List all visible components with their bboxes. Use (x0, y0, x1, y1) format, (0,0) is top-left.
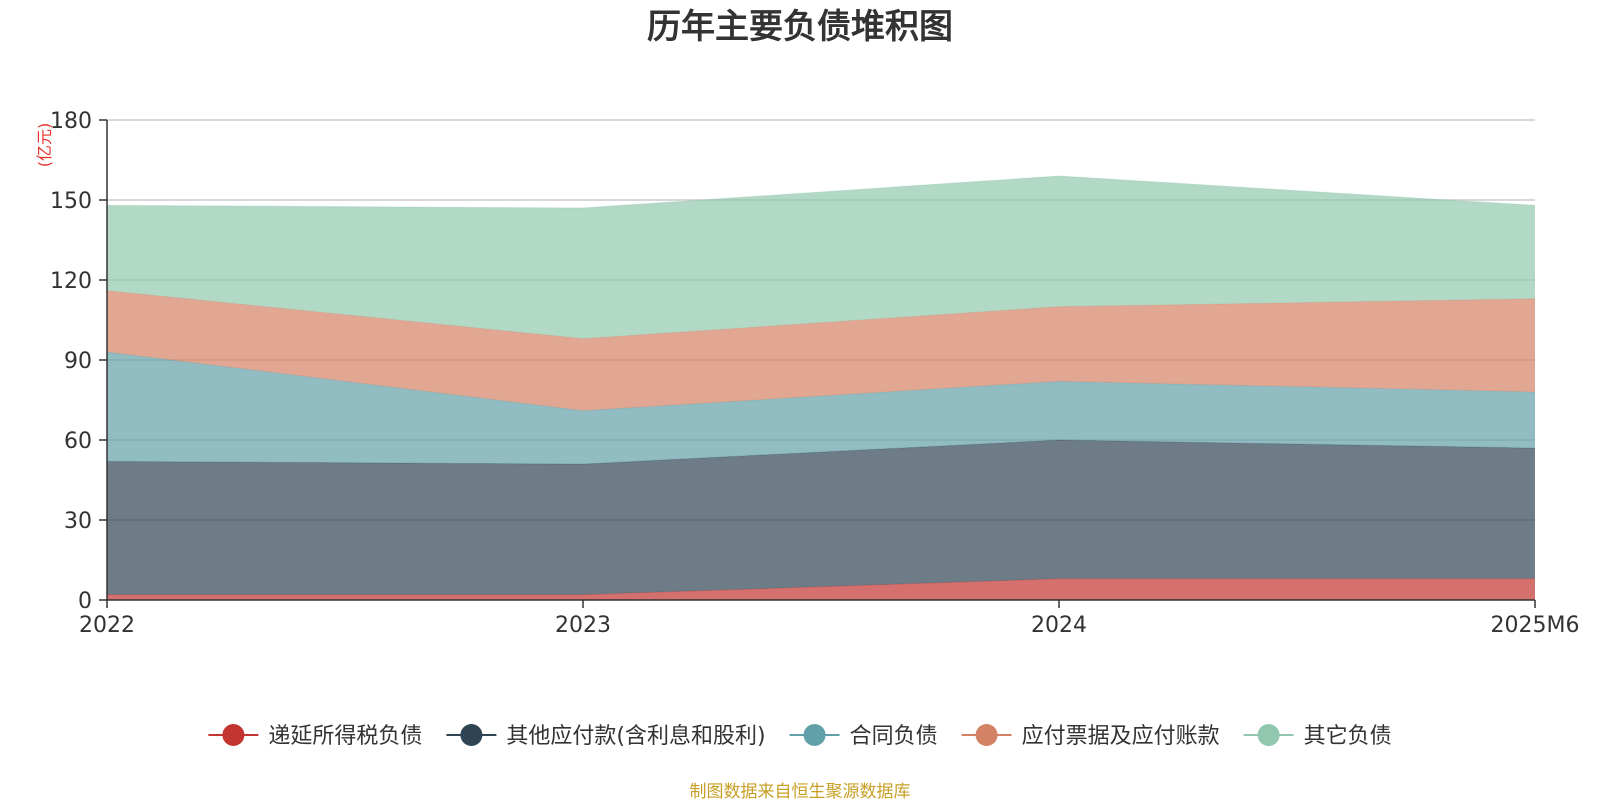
legend-item-4[interactable]: 应付票据及应付账款 (961, 724, 1220, 749)
x-tick-label-2025M6: 2025M6 (1491, 613, 1580, 638)
legend-dot-marker (222, 724, 245, 746)
source-note: 制图数据来自恒生聚源数据库 (690, 782, 911, 800)
area-series (106, 175, 1536, 600)
area-edge-series-5 (106, 175, 1536, 209)
legend-dot-marker (975, 724, 998, 746)
legend-label: 其它负债 (1304, 724, 1392, 749)
x-tick-label-2023: 2023 (555, 613, 611, 638)
area-series-5 (107, 176, 1535, 339)
legend-dot-marker (803, 724, 826, 746)
y-axis-unit: (亿元) (35, 123, 54, 168)
y-tick-label-180: 180 (50, 109, 92, 134)
legend-label: 递延所得税负债 (268, 724, 422, 749)
legend-item-5[interactable]: 其它负债 (1243, 724, 1392, 749)
legend-label: 其他应付款(含利息和股利) (506, 724, 765, 749)
legend-item-1[interactable]: 递延所得税负债 (208, 724, 422, 749)
legend-dot-marker (1257, 724, 1280, 746)
y-tick-label-120: 120 (50, 269, 92, 294)
x-tick-label-2024: 2024 (1031, 613, 1087, 638)
y-tick-label-90: 90 (64, 349, 92, 374)
legend: 递延所得税负债 其他应付款(含利息和股利) 合同负债 应付票据及应付账款 其它负债 (208, 724, 1392, 749)
legend-item-2[interactable]: 其他应付款(含利息和股利) (446, 724, 766, 749)
y-tick-label-150: 150 (50, 189, 92, 214)
area-series-2 (107, 440, 1535, 595)
y-tick-label-0: 0 (78, 589, 92, 614)
legend-label: 合同负债 (850, 724, 938, 749)
area-series-3 (107, 352, 1535, 464)
x-tick-label-2022: 2022 (79, 613, 135, 638)
axes: 0 30 60 90 120 150 180 2022 2023 2024 2025M6 (50, 109, 1579, 638)
area-edge-series-1 (107, 578, 1535, 596)
area-edge-series-4 (106, 290, 1536, 340)
legend-label: 应付票据及应付账款 (1022, 724, 1220, 749)
chart-title: 历年主要负债堆积图 (647, 7, 953, 47)
area-series-4 (107, 290, 1535, 411)
legend-item-3[interactable]: 合同负债 (789, 724, 938, 749)
legend-dot-marker (460, 724, 483, 746)
y-tick-label-30: 30 (64, 509, 92, 534)
y-tick-label-60: 60 (64, 429, 92, 454)
